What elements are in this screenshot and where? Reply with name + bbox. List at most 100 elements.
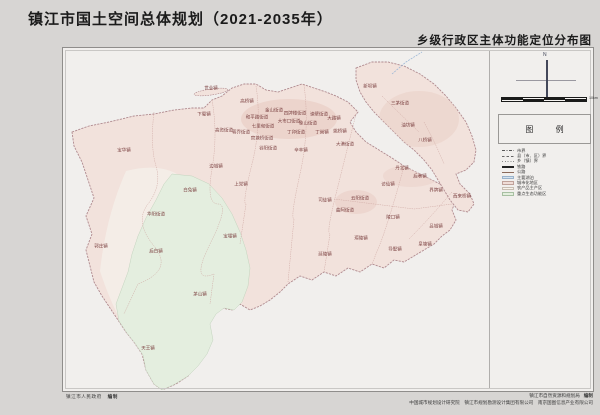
legend-symbol bbox=[502, 181, 514, 185]
map-label: 大港街道 bbox=[336, 141, 354, 147]
urban-core-island bbox=[379, 91, 459, 147]
legend-box: 图 例 bbox=[498, 114, 591, 144]
legend-item: 铁路 bbox=[502, 164, 592, 169]
map-label: 姚桥镇 bbox=[333, 128, 347, 134]
footer-credits: 中国城市规划设计研究院 镇江市规划勘测设计集团有限公司 南京国图信息产业有限公司 bbox=[409, 400, 593, 405]
map-region-shiye bbox=[193, 87, 229, 97]
map-label: 珥陵镇 bbox=[354, 235, 368, 241]
map-label: 天王镇 bbox=[141, 345, 155, 351]
footer-right-role: 编制 bbox=[583, 393, 593, 398]
legend-item: 乡（镇）界 bbox=[502, 158, 592, 164]
map-label: 白兔镇 bbox=[183, 187, 197, 193]
legend-label: 市界 bbox=[517, 147, 526, 153]
legend-label: 铁路 bbox=[517, 163, 526, 169]
map-label: 七里甸街道 bbox=[251, 123, 275, 129]
map-region-eco bbox=[115, 173, 251, 390]
footer-left-role: 编制 bbox=[107, 394, 118, 399]
map-label: 陵口镇 bbox=[386, 214, 400, 220]
footer-left-attribution: 镇江市人民政府 编制 bbox=[66, 394, 118, 400]
legend-item: 主要湖泊 bbox=[502, 175, 592, 180]
township-boundaries bbox=[123, 84, 453, 315]
map-subtitle: 乡级行政区主体功能定位分布图 bbox=[417, 35, 592, 47]
map-label: 官塘桥街道 bbox=[250, 135, 274, 141]
legend-symbol bbox=[502, 150, 514, 152]
legend-label: 农产品主产区 bbox=[517, 185, 543, 191]
map-label: 后巷镇 bbox=[413, 173, 427, 179]
scale-bar bbox=[501, 97, 587, 102]
map-label: 谷阳街道 bbox=[259, 145, 277, 151]
map-label-layer: 世业镇 高桥镇 下蜀镇 宝华镇 金山街道 四牌楼街道 谏壁街道 和平路街道 大市… bbox=[66, 51, 489, 390]
map-label: 辛丰镇 bbox=[294, 147, 308, 153]
urban-core-danyang bbox=[335, 190, 377, 214]
legend-symbol bbox=[502, 171, 514, 173]
map-label: 谏壁街道 bbox=[310, 111, 328, 117]
map-area: 世业镇 高桥镇 下蜀镇 宝华镇 金山街道 四牌楼街道 谏壁街道 和平路街道 大市… bbox=[66, 51, 489, 390]
map-label: 世业镇 bbox=[204, 85, 218, 91]
north-arrow-label: N bbox=[543, 52, 547, 58]
map-label: 丁岗镇 bbox=[315, 129, 329, 135]
legend-items: 市界 县（市、区）界 乡（镇）界 铁路 公路 主要湖泊 城市化地区 农产品主产区… bbox=[502, 148, 592, 197]
map-label: 三茅街道 bbox=[391, 100, 409, 106]
legend-symbol bbox=[502, 175, 514, 180]
map-label: 吕城镇 bbox=[429, 223, 443, 229]
legend-label: 公路 bbox=[517, 169, 526, 175]
map-label: 高桥镇 bbox=[240, 98, 254, 104]
footer-right-attribution: 镇江市自然资源和规划局 编制 中国城市规划设计研究院 镇江市规划勘测设计集团有限公… bbox=[409, 392, 593, 406]
map-label: 后白镇 bbox=[149, 248, 163, 254]
scale-bar-row bbox=[501, 99, 587, 102]
map-sheet: 世业镇 高桥镇 下蜀镇 宝华镇 金山街道 四牌楼街道 谏壁街道 和平路街道 大市… bbox=[62, 47, 598, 392]
map-label: 新坝镇 bbox=[363, 83, 377, 89]
legend-item: 公路 bbox=[502, 169, 592, 175]
map-label: 上党镇 bbox=[234, 181, 248, 187]
map-label: 界牌镇 bbox=[429, 187, 443, 193]
map-label: 丹北镇 bbox=[395, 165, 409, 171]
map-label: 丁卯街道 bbox=[287, 129, 305, 135]
legend-symbol bbox=[502, 155, 514, 157]
map-label: 大市口街道 bbox=[277, 118, 301, 124]
map-label: 曲阿街道 bbox=[336, 207, 354, 213]
legend-label: 县（市、区）界 bbox=[517, 153, 547, 159]
legend-symbol bbox=[502, 186, 514, 191]
map-label: 高资街道 bbox=[215, 127, 233, 133]
urban-core-zhenjiang bbox=[241, 99, 337, 139]
map-label: 象山街道 bbox=[299, 120, 317, 126]
legend-item: 县（市、区）界 bbox=[502, 153, 592, 158]
map-label: 访仙镇 bbox=[381, 181, 395, 187]
legend-label: 重点生态功能区 bbox=[517, 190, 547, 196]
north-arrow-needle bbox=[546, 60, 548, 100]
footer-right-org: 镇江市自然资源和规划局 bbox=[529, 393, 580, 398]
map-label: 云阳街道 bbox=[351, 195, 369, 201]
legend-item: 农产品主产区 bbox=[502, 185, 592, 191]
legend-label: 乡（镇）界 bbox=[517, 158, 538, 164]
map-label: 西来桥镇 bbox=[453, 193, 471, 199]
map-label: 茅山镇 bbox=[193, 291, 207, 297]
map-label: 郭庄镇 bbox=[94, 243, 108, 249]
legend-item: 重点生态功能区 bbox=[502, 191, 592, 196]
legend-title: 图 例 bbox=[525, 124, 574, 134]
map-label: 导墅镇 bbox=[388, 246, 402, 252]
map-label: 华阳街道 bbox=[147, 211, 165, 217]
map-label: 延陵镇 bbox=[318, 251, 332, 257]
map-label: 宝华镇 bbox=[117, 147, 131, 153]
map-label: 边城镇 bbox=[209, 163, 223, 169]
legend-label: 城市化地区 bbox=[517, 180, 538, 186]
legend-item: 市界 bbox=[502, 148, 592, 153]
map-label: 油坊镇 bbox=[401, 122, 415, 128]
legend-symbol bbox=[502, 192, 514, 196]
map-label: 八桥镇 bbox=[418, 137, 432, 143]
map-label: 司徒镇 bbox=[318, 197, 332, 203]
map-label: 宝堰镇 bbox=[223, 233, 237, 239]
map-canvas bbox=[71, 51, 477, 390]
footer-left-org: 镇江市人民政府 bbox=[66, 394, 102, 399]
scale-bar-label: 10km bbox=[589, 96, 598, 100]
page-title: 镇江市国土空间总体规划（2021-2035年） bbox=[28, 11, 333, 28]
legend-item: 城市化地区 bbox=[502, 180, 592, 185]
legend-label: 主要湖泊 bbox=[517, 174, 534, 180]
panel-divider bbox=[489, 51, 490, 388]
north-arrow-icon: N bbox=[513, 52, 579, 100]
map-label: 皇塘镇 bbox=[418, 241, 432, 247]
map-label: 金山街道 bbox=[265, 107, 283, 113]
map-label: 下蜀镇 bbox=[197, 111, 211, 117]
map-label: 大路镇 bbox=[327, 115, 341, 121]
map-label: 四牌楼街道 bbox=[283, 110, 307, 116]
